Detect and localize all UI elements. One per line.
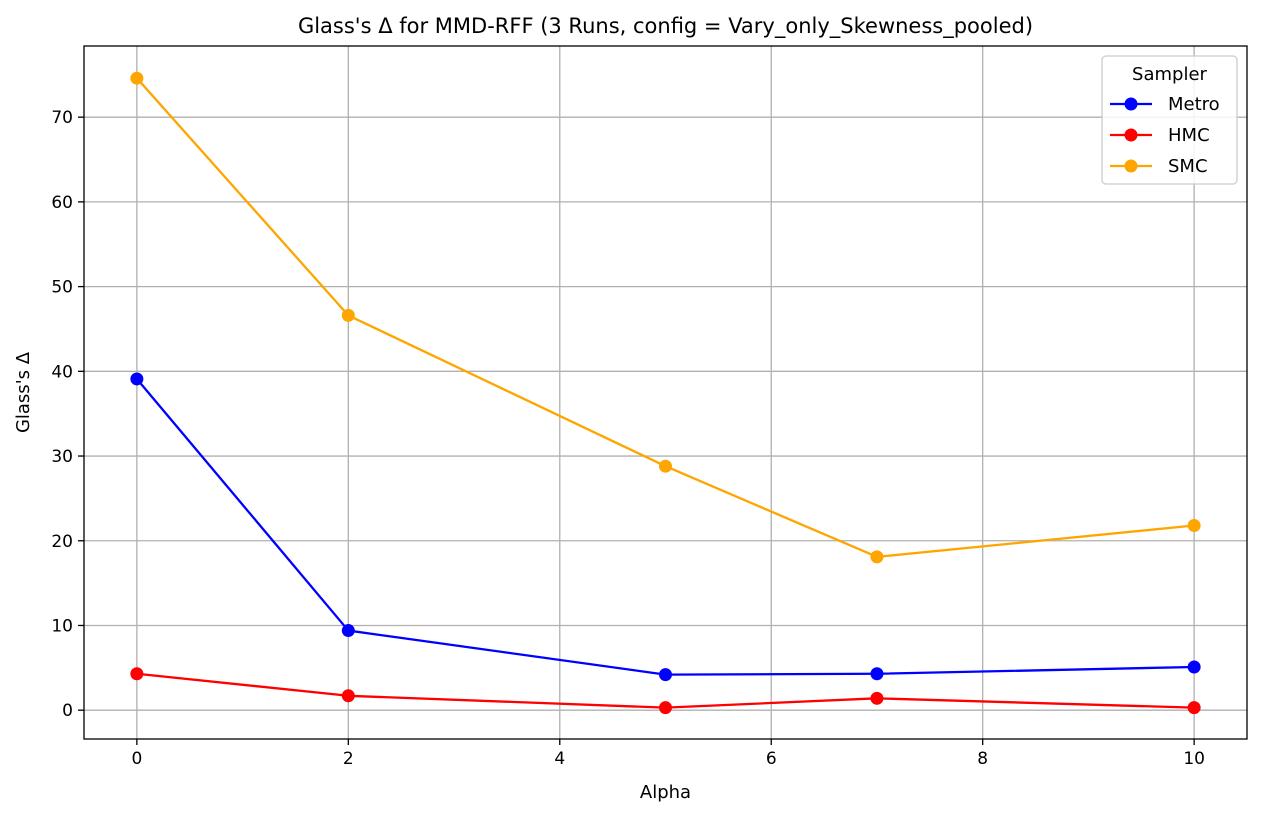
x-tick-label: 8 bbox=[977, 749, 988, 769]
data-point-metro bbox=[1187, 660, 1201, 674]
legend-marker-smc bbox=[1124, 159, 1138, 173]
y-tick-label: 60 bbox=[51, 193, 73, 213]
data-point-metro bbox=[659, 668, 672, 682]
legend-item-hmc: HMC bbox=[1110, 125, 1210, 146]
x-tick-label: 4 bbox=[554, 749, 565, 769]
legend-label-metro: Metro bbox=[1168, 94, 1220, 115]
legend-title: Sampler bbox=[1132, 64, 1207, 85]
data-point-hmc bbox=[1187, 701, 1201, 715]
x-tick-label: 0 bbox=[131, 749, 142, 769]
data-point-smc bbox=[341, 308, 355, 322]
x-axis-label: Alpha bbox=[640, 782, 691, 803]
legend-label-hmc: HMC bbox=[1168, 125, 1210, 146]
x-tick-label: 2 bbox=[343, 749, 354, 769]
data-point-hmc bbox=[870, 691, 884, 705]
y-tick-label: 70 bbox=[51, 108, 73, 128]
legend-marker-metro bbox=[1124, 97, 1138, 111]
x-tick-label: 10 bbox=[1183, 749, 1205, 769]
data-point-hmc bbox=[130, 667, 144, 681]
data-point-hmc bbox=[341, 689, 355, 703]
plot-frame bbox=[83, 45, 1248, 740]
data-point-smc bbox=[870, 550, 884, 564]
y-axis-label: Glass's Δ bbox=[13, 351, 34, 433]
legend-frame bbox=[1101, 55, 1238, 185]
legend-item-smc: SMC bbox=[1110, 156, 1208, 177]
y-tick-label: 40 bbox=[51, 362, 73, 382]
series-hmc bbox=[130, 667, 1201, 715]
x-axis-ticks: 0 2 4 6 8 10 bbox=[131, 739, 1205, 769]
y-tick-label: 0 bbox=[62, 701, 73, 721]
legend: Sampler Metro HMC SMC bbox=[1101, 55, 1238, 185]
series-smc bbox=[130, 71, 1201, 564]
legend-item-metro: Metro bbox=[1110, 94, 1220, 115]
y-axis-ticks: 0 10 20 30 40 50 60 70 bbox=[51, 108, 84, 721]
series-metro bbox=[130, 372, 1201, 682]
data-point-smc bbox=[659, 459, 672, 473]
x-tick-label: 6 bbox=[766, 749, 777, 769]
y-tick-label: 50 bbox=[51, 278, 73, 298]
data-point-metro bbox=[870, 667, 884, 681]
data-point-hmc bbox=[659, 701, 672, 715]
y-tick-label: 30 bbox=[51, 447, 73, 467]
data-point-smc bbox=[1187, 519, 1201, 533]
data-point-smc bbox=[130, 71, 144, 85]
series-layer bbox=[130, 71, 1201, 715]
y-tick-label: 10 bbox=[51, 616, 73, 636]
data-point-metro bbox=[130, 372, 144, 386]
y-tick-label: 20 bbox=[51, 532, 73, 552]
chart-title: Glass's Δ for MMD-RFF (3 Runs, config = … bbox=[298, 14, 1033, 39]
data-point-metro bbox=[341, 624, 355, 638]
legend-label-smc: SMC bbox=[1168, 156, 1208, 177]
legend-marker-hmc bbox=[1124, 128, 1138, 142]
